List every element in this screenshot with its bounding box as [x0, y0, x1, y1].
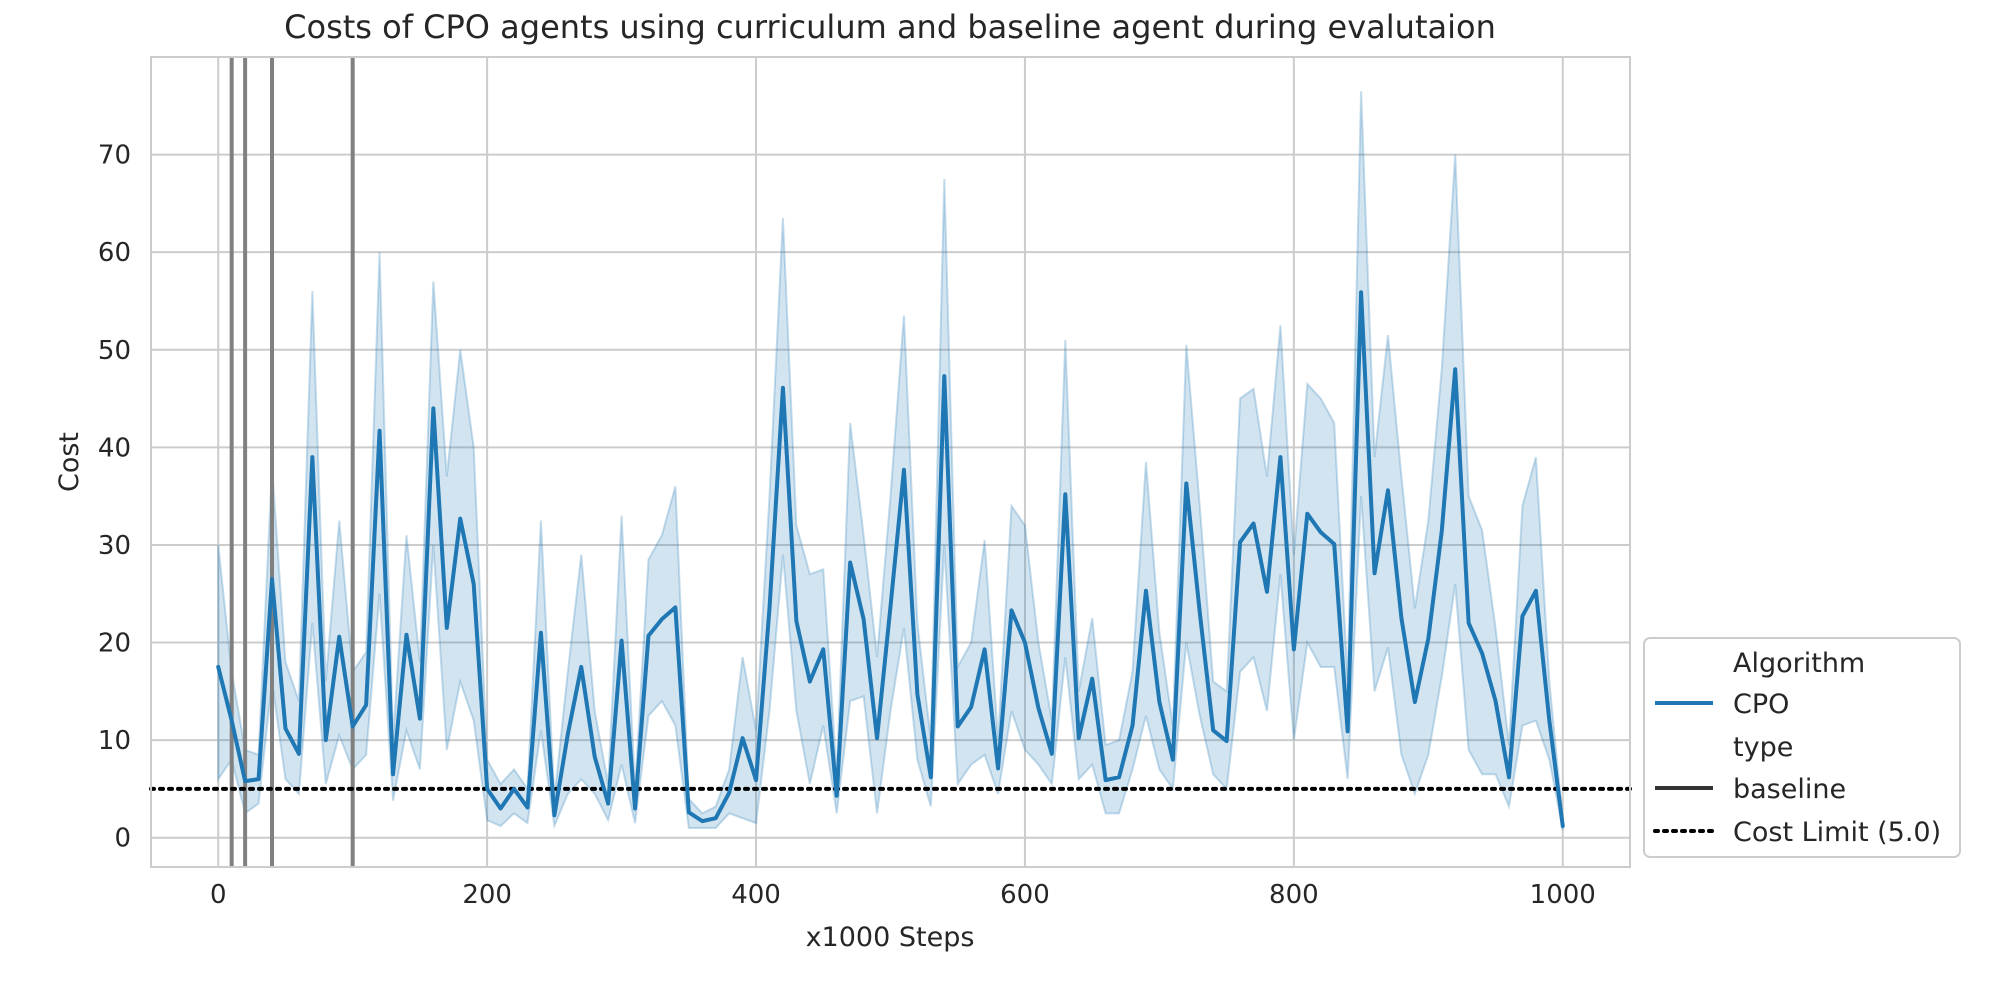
y-tick-label: 10 [98, 726, 131, 756]
x-tick-label: 600 [1000, 880, 1050, 910]
chart-title: Costs of CPO agents using curriculum and… [284, 8, 1496, 46]
series-line-layer [216, 290, 1565, 829]
y-tick-label: 40 [98, 433, 131, 463]
y-axis-ticks: 0 10 20 30 40 50 60 70 [98, 141, 131, 854]
plot-area [149, 56, 1632, 868]
plot-frame [150, 56, 1631, 868]
y-axis-label: Cost [54, 432, 85, 492]
x-tick-label: 800 [1269, 880, 1319, 910]
legend-header-algorithm: Algorithm [1733, 648, 1865, 679]
legend: Algorithm CPO type baseline Cost Limit (… [1643, 637, 1961, 858]
x-tick-label: 200 [462, 880, 512, 910]
x-axis-ticks: 0 200 400 600 800 1000 [210, 880, 1596, 910]
y-tick-label: 30 [98, 531, 131, 561]
y-tick-label: 60 [98, 238, 131, 268]
x-axis-label: x1000 Steps [806, 922, 975, 953]
legend-box [1643, 637, 1961, 858]
x-tick-label: 1000 [1530, 880, 1596, 910]
legend-entry-baseline: baseline [1733, 774, 1846, 805]
legend-entry-cpo: CPO [1733, 689, 1789, 720]
y-tick-label: 0 [114, 824, 131, 854]
x-tick-label: 0 [210, 880, 227, 910]
curriculum-vertical-lines [229, 57, 355, 867]
series-cpo-line [216, 290, 1565, 829]
legend-header-type: type [1733, 732, 1793, 763]
y-tick-label: 70 [98, 141, 131, 171]
x-tick-label: 400 [731, 880, 781, 910]
y-tick-label: 20 [98, 629, 131, 659]
y-tick-label: 50 [98, 336, 131, 366]
legend-entry-cost-limit: Cost Limit (5.0) [1733, 817, 1941, 848]
